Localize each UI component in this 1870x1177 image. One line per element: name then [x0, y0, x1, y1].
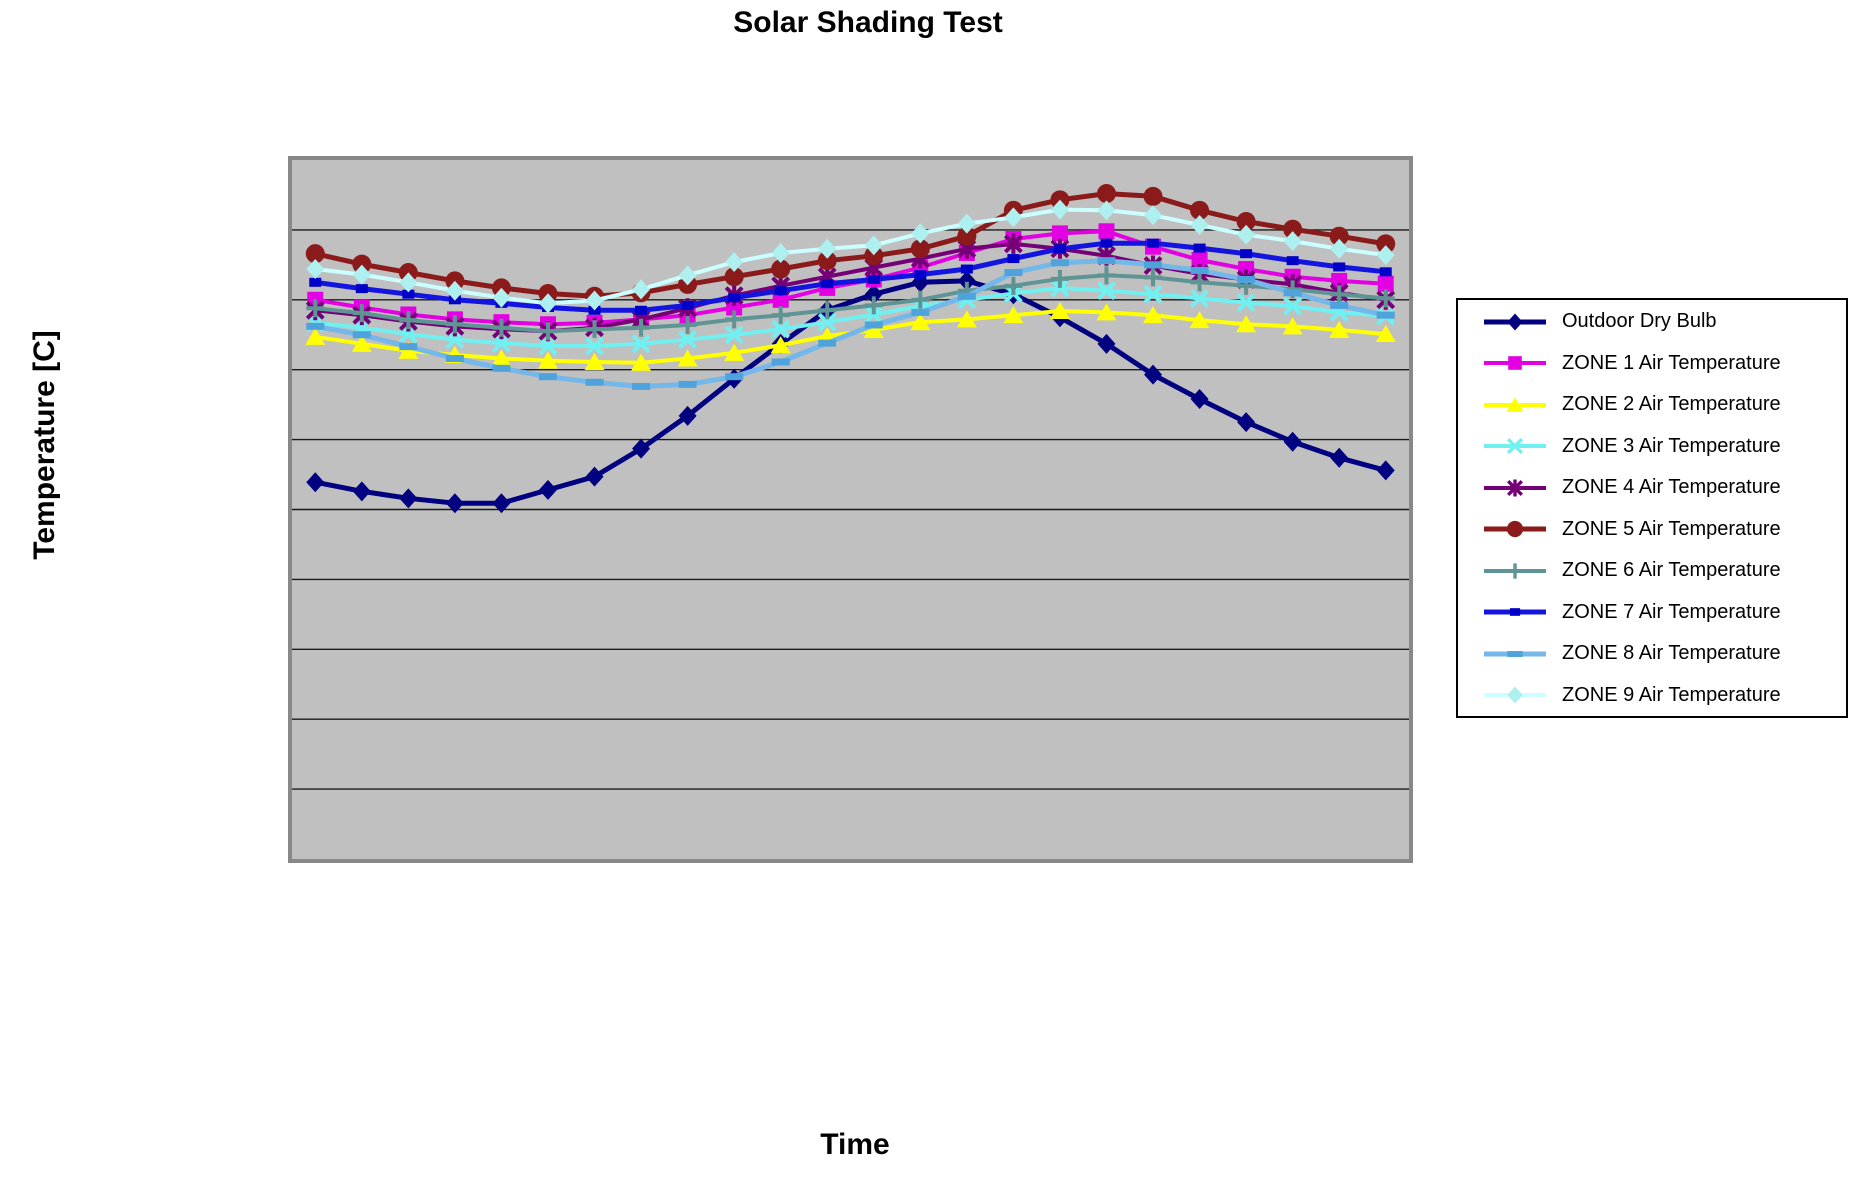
legend-label: ZONE 5 Air Temperature	[1562, 517, 1781, 540]
line-marker-swatch-icon	[1484, 438, 1546, 455]
y-axis-title: Temperature [C]	[28, 330, 61, 560]
legend-label: ZONE 7 Air Temperature	[1562, 600, 1781, 623]
x-axis-title: Time	[820, 1128, 890, 1161]
line-marker-swatch-icon	[1484, 650, 1546, 657]
legend-item: ZONE 5 Air Temperature	[1458, 509, 1846, 551]
line-marker-swatch-icon	[1484, 479, 1546, 497]
line-marker-swatch-icon	[1484, 608, 1546, 617]
legend-item: ZONE 7 Air Temperature	[1458, 592, 1846, 634]
legend-item: Outdoor Dry Bulb	[1458, 301, 1846, 343]
legend-item: ZONE 4 Air Temperature	[1458, 467, 1846, 509]
legend-item: ZONE 3 Air Temperature	[1458, 426, 1846, 468]
legend-label: ZONE 1 Air Temperature	[1562, 351, 1781, 374]
legend-label: ZONE 3 Air Temperature	[1562, 434, 1781, 457]
line-marker-swatch-icon	[1484, 397, 1546, 412]
line-marker-swatch-icon	[1484, 563, 1546, 579]
line-marker-swatch-icon	[1484, 686, 1546, 704]
line-marker-swatch-icon	[1484, 313, 1546, 331]
plot-area	[288, 156, 1413, 863]
legend-label: ZONE 2 Air Temperature	[1562, 393, 1781, 416]
chart-title: Solar Shading Test	[733, 6, 1003, 39]
legend-item: ZONE 1 Air Temperature	[1458, 343, 1846, 385]
line-marker-swatch-icon	[1484, 521, 1546, 538]
legend-label: ZONE 6 Air Temperature	[1562, 559, 1781, 582]
chart-legend: Outdoor Dry Bulb ZONE 1 Air Temperature …	[1456, 298, 1848, 718]
legend-label: ZONE 8 Air Temperature	[1562, 642, 1781, 665]
legend-item: ZONE 8 Air Temperature	[1458, 633, 1846, 675]
legend-label: Outdoor Dry Bulb	[1562, 310, 1717, 333]
plot-svg	[292, 184, 1409, 790]
legend-label: ZONE 9 Air Temperature	[1562, 683, 1781, 706]
legend-item: ZONE 6 Air Temperature	[1458, 550, 1846, 592]
legend-item: ZONE 9 Air Temperature	[1458, 675, 1846, 717]
legend-label: ZONE 4 Air Temperature	[1562, 476, 1781, 499]
line-marker-swatch-icon	[1484, 356, 1546, 371]
legend-item: ZONE 2 Air Temperature	[1458, 384, 1846, 426]
